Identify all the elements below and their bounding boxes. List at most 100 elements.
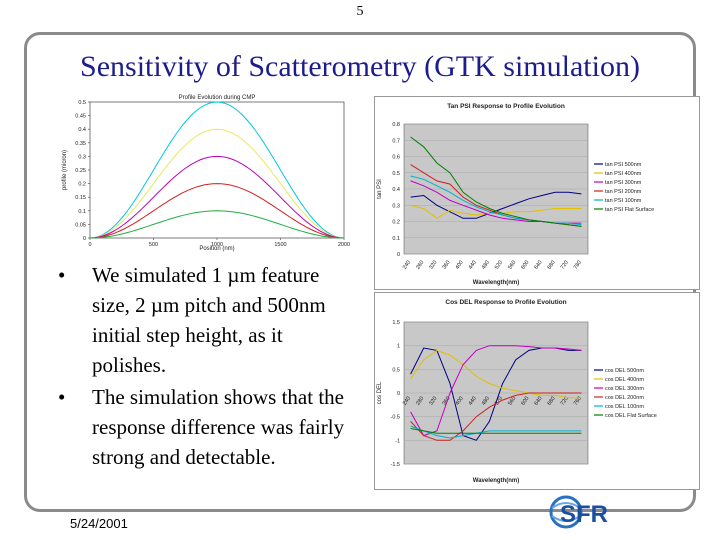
x-tick-label: 280 bbox=[415, 396, 425, 407]
plot-area bbox=[89, 101, 345, 239]
y-tick-label: 0.1 bbox=[78, 209, 86, 215]
y-axis-label: profile (micron) bbox=[62, 150, 68, 190]
legend-entry: tan PSI 300nm bbox=[605, 180, 642, 186]
series-line bbox=[410, 349, 582, 399]
x-tick-label: 0 bbox=[88, 242, 91, 248]
x-tick-label: 480 bbox=[481, 396, 491, 407]
x-axis-label: Wavelength(nm) bbox=[473, 478, 519, 484]
series-line bbox=[89, 210, 345, 239]
x-tick-label: 760 bbox=[573, 396, 583, 407]
y-tick-label: 0.35 bbox=[75, 141, 86, 147]
legend-entry: tan PSI 100nm bbox=[605, 198, 642, 204]
x-tick-label: 400 bbox=[455, 396, 465, 407]
cos-del-chart: Cos DEL Response to Profile Evolution -1.… bbox=[374, 292, 700, 490]
series-line bbox=[89, 155, 345, 239]
x-tick-label: 560 bbox=[507, 260, 517, 271]
x-axis-label: Position (nm) bbox=[199, 246, 234, 252]
x-tick-label: 720 bbox=[560, 260, 570, 271]
series-line bbox=[89, 183, 345, 239]
x-tick-label: 480 bbox=[481, 260, 491, 271]
y-tick-label: 1 bbox=[397, 344, 400, 350]
chart-title: Cos DEL Response to Profile Evolution bbox=[445, 299, 566, 306]
sfr-logo: SFR bbox=[549, 495, 608, 529]
y-tick-label: -0.5 bbox=[391, 415, 400, 421]
y-tick-label: 0.3 bbox=[78, 154, 86, 160]
legend-entry: tan PSI 200nm bbox=[605, 189, 642, 195]
x-tick-label: 520 bbox=[494, 260, 504, 271]
x-tick-label: 640 bbox=[533, 396, 543, 407]
footer-date: 5/24/2001 bbox=[70, 516, 128, 531]
legend-entry: cos DEL 400nm bbox=[605, 377, 644, 383]
legend-entry: cos DEL 500nm bbox=[605, 368, 644, 374]
x-tick-label: 1500 bbox=[274, 242, 286, 248]
x-tick-label: 680 bbox=[547, 260, 557, 271]
y-tick-label: 1.5 bbox=[392, 320, 400, 326]
chart-title: Profile Evolution during CMP bbox=[179, 95, 256, 101]
y-tick-label: 0.2 bbox=[392, 220, 400, 226]
x-tick-label: 600 bbox=[520, 396, 530, 407]
series-line bbox=[89, 101, 345, 239]
y-tick-label: -1 bbox=[395, 438, 400, 444]
x-tick-label: 320 bbox=[428, 396, 438, 407]
x-tick-label: 240 bbox=[402, 396, 412, 407]
x-tick-label: 560 bbox=[507, 396, 517, 407]
y-tick-label: 0.7 bbox=[392, 138, 400, 144]
x-tick-label: 600 bbox=[520, 260, 530, 271]
legend-entry: cos DEL 300nm bbox=[605, 386, 644, 392]
y-tick-label: 0.15 bbox=[75, 195, 86, 201]
x-tick-label: 320 bbox=[428, 260, 438, 271]
y-tick-label: 0.2 bbox=[78, 182, 86, 188]
y-tick-label: 0.1 bbox=[392, 236, 400, 242]
x-tick-label: 500 bbox=[149, 242, 158, 248]
x-tick-label: 400 bbox=[455, 260, 465, 271]
series-line bbox=[410, 425, 582, 439]
x-tick-label: 780 bbox=[573, 260, 583, 271]
bullet-dot-icon: • bbox=[58, 263, 66, 287]
x-tick-label: 360 bbox=[441, 396, 451, 407]
legend-entry: tan PSI 500nm bbox=[605, 162, 642, 168]
y-tick-label: 0.4 bbox=[392, 187, 400, 193]
y-tick-label: 0 bbox=[397, 252, 400, 258]
bullet-dot-icon: • bbox=[58, 385, 66, 409]
series-line bbox=[410, 392, 582, 441]
y-tick-label: 0.25 bbox=[75, 168, 86, 174]
x-tick-label: 240 bbox=[402, 260, 412, 271]
x-axis-label: Wavelength(nm) bbox=[473, 280, 519, 286]
y-tick-label: 0.4 bbox=[78, 127, 86, 133]
x-tick-label: 680 bbox=[547, 396, 557, 407]
series-line bbox=[410, 428, 582, 434]
y-tick-label: 0.6 bbox=[392, 155, 400, 161]
y-tick-label: 0 bbox=[397, 391, 400, 397]
page-number: 5 bbox=[356, 4, 364, 19]
x-tick-label: 2000 bbox=[338, 242, 350, 248]
bullet-text: We simulated 1 µm feature size, 2 µm pit… bbox=[92, 263, 326, 377]
x-tick-label: 440 bbox=[468, 260, 478, 271]
x-tick-label: 360 bbox=[441, 260, 451, 271]
y-tick-label: -1.5 bbox=[391, 462, 400, 468]
tan-psi-chart: Tan PSI Response to Profile Evolution 0 0.… bbox=[374, 96, 700, 290]
y-tick-label: 0.5 bbox=[78, 100, 86, 106]
x-tick-label: 640 bbox=[533, 260, 543, 271]
x-tick-label: 520 bbox=[494, 396, 504, 407]
series-line bbox=[410, 345, 582, 437]
legend-entry: cos DEL Flat Surface bbox=[605, 413, 657, 419]
bullet-list: • We simulated 1 µm feature size, 2 µm pi… bbox=[58, 260, 358, 474]
y-tick-label: 0 bbox=[83, 236, 86, 242]
x-tick-label: 440 bbox=[468, 396, 478, 407]
y-axis-label: cos DEL bbox=[377, 381, 383, 404]
profile-evolution-chart: Profile Evolution during CMP Position (nm… bbox=[62, 95, 350, 252]
chart-title: Tan PSI Response to Profile Evolution bbox=[447, 103, 565, 110]
x-tick-label: 260 bbox=[415, 260, 425, 271]
y-tick-label: 0.45 bbox=[75, 114, 86, 120]
bullet-text: The simulation shows that the response d… bbox=[92, 385, 345, 469]
x-tick-label: 720 bbox=[560, 396, 570, 407]
legend-entry: tan PSI Flat Surface bbox=[605, 207, 654, 213]
y-tick-label: 0.3 bbox=[392, 203, 400, 209]
y-tick-label: 0.8 bbox=[392, 122, 400, 128]
logo-text: SFR bbox=[560, 501, 608, 528]
series-line bbox=[89, 128, 345, 239]
bullet-item: • The simulation shows that the response … bbox=[58, 382, 358, 472]
legend-entry: cos DEL 200nm bbox=[605, 395, 644, 401]
series-line bbox=[410, 136, 582, 227]
x-tick-label: 1000 bbox=[211, 242, 223, 248]
